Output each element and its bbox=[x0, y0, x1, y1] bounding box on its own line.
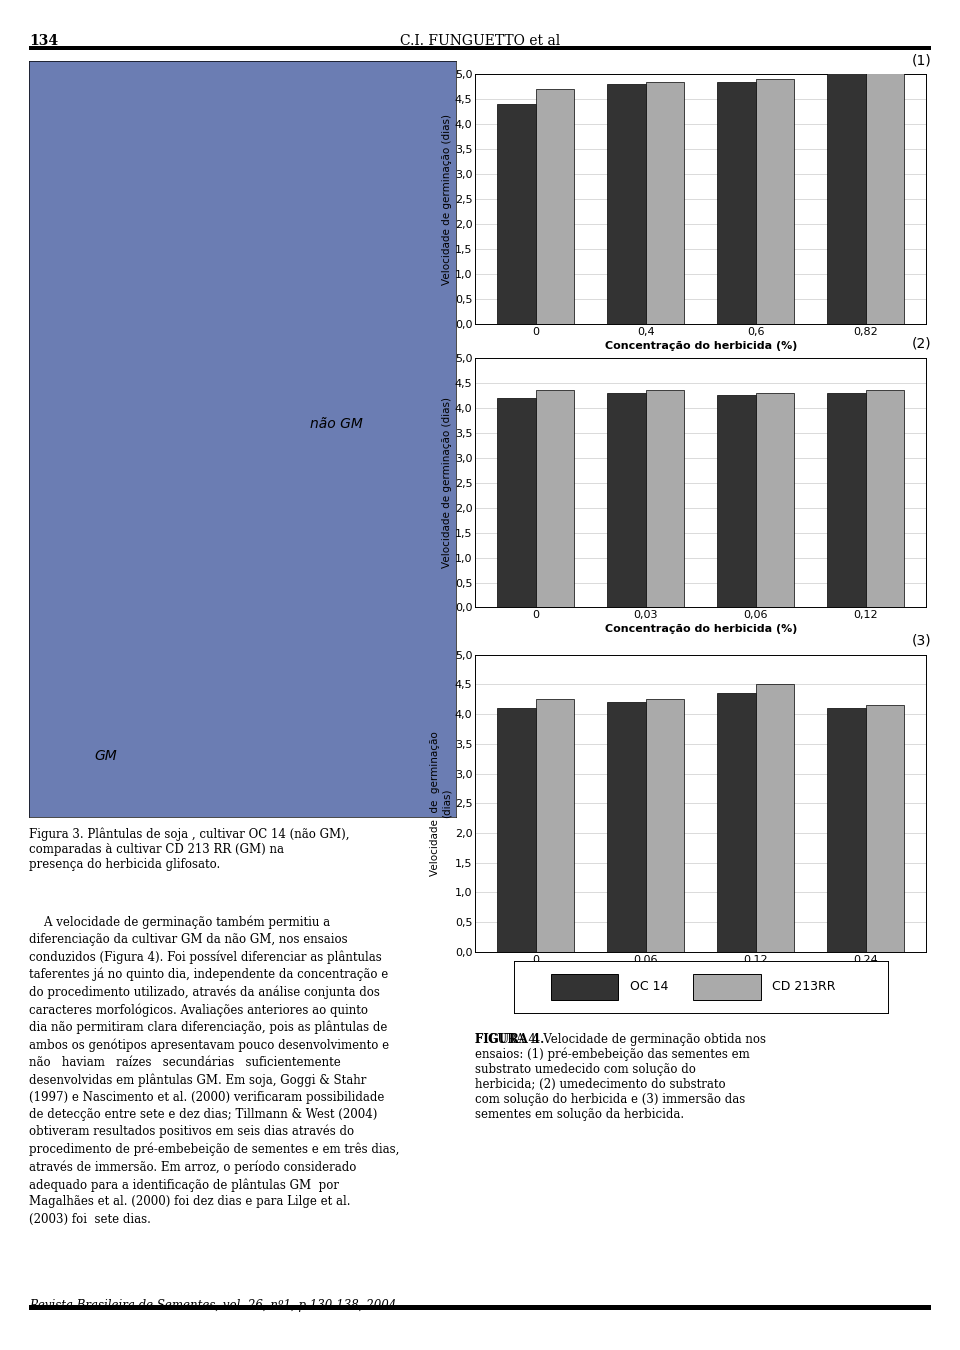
Text: (3): (3) bbox=[912, 634, 931, 648]
Bar bbox=[646, 82, 684, 324]
Bar bbox=[717, 694, 756, 952]
Bar bbox=[497, 104, 536, 324]
Bar bbox=[551, 975, 618, 999]
Bar bbox=[536, 699, 574, 952]
Bar bbox=[646, 699, 684, 952]
Text: Figura 3. Plântulas de soja , cultivar OC 14 (não GM),
comparadas à cultivar CD : Figura 3. Plântulas de soja , cultivar O… bbox=[29, 828, 349, 871]
Bar bbox=[693, 975, 760, 999]
Text: (2): (2) bbox=[912, 338, 931, 351]
Bar bbox=[828, 393, 866, 608]
Bar bbox=[717, 82, 756, 324]
X-axis label: Concentração do herbicida (%): Concentração do herbicida (%) bbox=[605, 969, 797, 979]
Bar bbox=[866, 705, 904, 952]
Text: A velocidade de germinação também permitiu a
diferenciação da cultivar GM da não: A velocidade de germinação também permit… bbox=[29, 915, 399, 1226]
Text: FIGURA 4. Velocidade de germinação obtida nos
ensaios: (1) pré-embebeição das se: FIGURA 4. Velocidade de germinação obtid… bbox=[475, 1033, 766, 1122]
X-axis label: Concentração do herbicida (%): Concentração do herbicida (%) bbox=[605, 625, 797, 634]
Bar bbox=[536, 390, 574, 608]
Bar bbox=[717, 396, 756, 608]
Text: 134: 134 bbox=[29, 34, 58, 47]
Text: GM: GM bbox=[94, 749, 117, 763]
Text: C.I. FUNGUETTO et al: C.I. FUNGUETTO et al bbox=[400, 34, 560, 47]
Y-axis label: Velocidade de germinação (dias): Velocidade de germinação (dias) bbox=[442, 397, 452, 568]
Bar bbox=[646, 390, 684, 608]
Text: CD 213RR: CD 213RR bbox=[772, 980, 835, 994]
Bar bbox=[866, 69, 904, 324]
Bar bbox=[756, 80, 794, 324]
Y-axis label: Velocidade  de  germinação
(dias): Velocidade de germinação (dias) bbox=[430, 730, 452, 876]
Bar bbox=[536, 89, 574, 324]
Bar bbox=[828, 72, 866, 324]
Y-axis label: Velocidade de germinação (dias): Velocidade de germinação (dias) bbox=[442, 113, 452, 285]
Text: Revista Brasileira de Sementes, vol. 26, nº1, p.130-138, 2004: Revista Brasileira de Sementes, vol. 26,… bbox=[29, 1299, 396, 1312]
Text: FIGURA 4.: FIGURA 4. bbox=[475, 1033, 544, 1046]
Bar bbox=[608, 393, 646, 608]
Text: não GM: não GM bbox=[310, 417, 363, 431]
Text: (1): (1) bbox=[911, 54, 931, 68]
Bar bbox=[497, 709, 536, 952]
Text: OC 14: OC 14 bbox=[630, 980, 668, 994]
Bar bbox=[608, 702, 646, 952]
Bar bbox=[756, 684, 794, 952]
Bar bbox=[828, 709, 866, 952]
X-axis label: Concentração do herbicida (%): Concentração do herbicida (%) bbox=[605, 342, 797, 351]
Bar bbox=[756, 393, 794, 608]
Bar bbox=[497, 398, 536, 608]
Bar bbox=[608, 84, 646, 324]
Bar bbox=[866, 390, 904, 608]
